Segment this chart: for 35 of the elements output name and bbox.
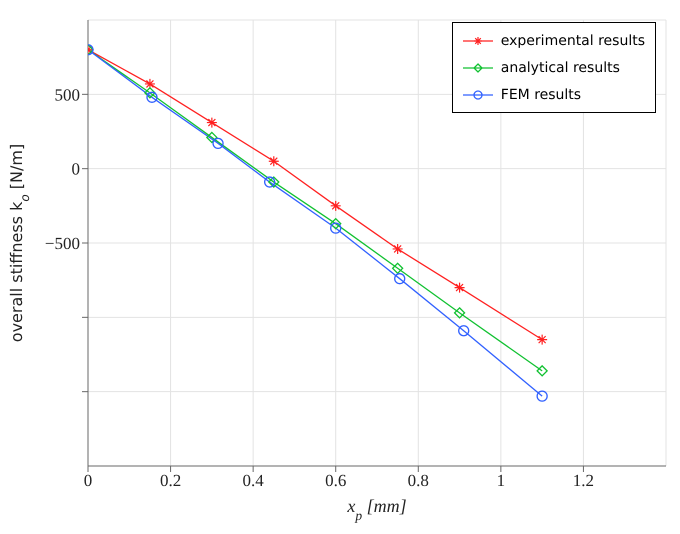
y-tick-label: −500 xyxy=(44,234,80,254)
point xyxy=(206,116,218,128)
point xyxy=(146,92,158,103)
point xyxy=(330,218,342,230)
x-tick-label: 0.6 xyxy=(325,471,346,490)
legend-label: experimental results xyxy=(500,32,645,48)
point xyxy=(144,87,156,98)
point xyxy=(536,390,548,402)
x-tick-label: 0.2 xyxy=(160,471,182,490)
point xyxy=(212,138,224,150)
x-axis-title: x$_{p}$ [mm] xyxy=(346,496,407,522)
point xyxy=(458,325,470,336)
x-tick-label: 0.8 xyxy=(408,471,429,490)
point xyxy=(330,222,342,234)
x-tick-label: 0.4 xyxy=(242,471,264,490)
point xyxy=(536,334,548,346)
point xyxy=(268,156,280,167)
point xyxy=(264,176,276,188)
point xyxy=(330,200,342,212)
y-tick-label: 0 xyxy=(72,160,80,179)
x-tick-label: 1.2 xyxy=(572,471,594,490)
point xyxy=(144,78,156,90)
point xyxy=(268,176,280,188)
point xyxy=(536,365,548,377)
x-tick-label: 1 xyxy=(496,471,506,490)
y-tick-label: 500 xyxy=(54,85,80,104)
point xyxy=(454,282,466,294)
point xyxy=(392,262,404,274)
point xyxy=(392,243,404,255)
x-tick-label: 0 xyxy=(84,471,92,490)
legend-label: FEM results xyxy=(500,86,582,102)
point xyxy=(454,307,466,319)
point xyxy=(394,273,406,284)
point xyxy=(206,132,218,144)
legend-label: analytical results xyxy=(500,60,620,76)
